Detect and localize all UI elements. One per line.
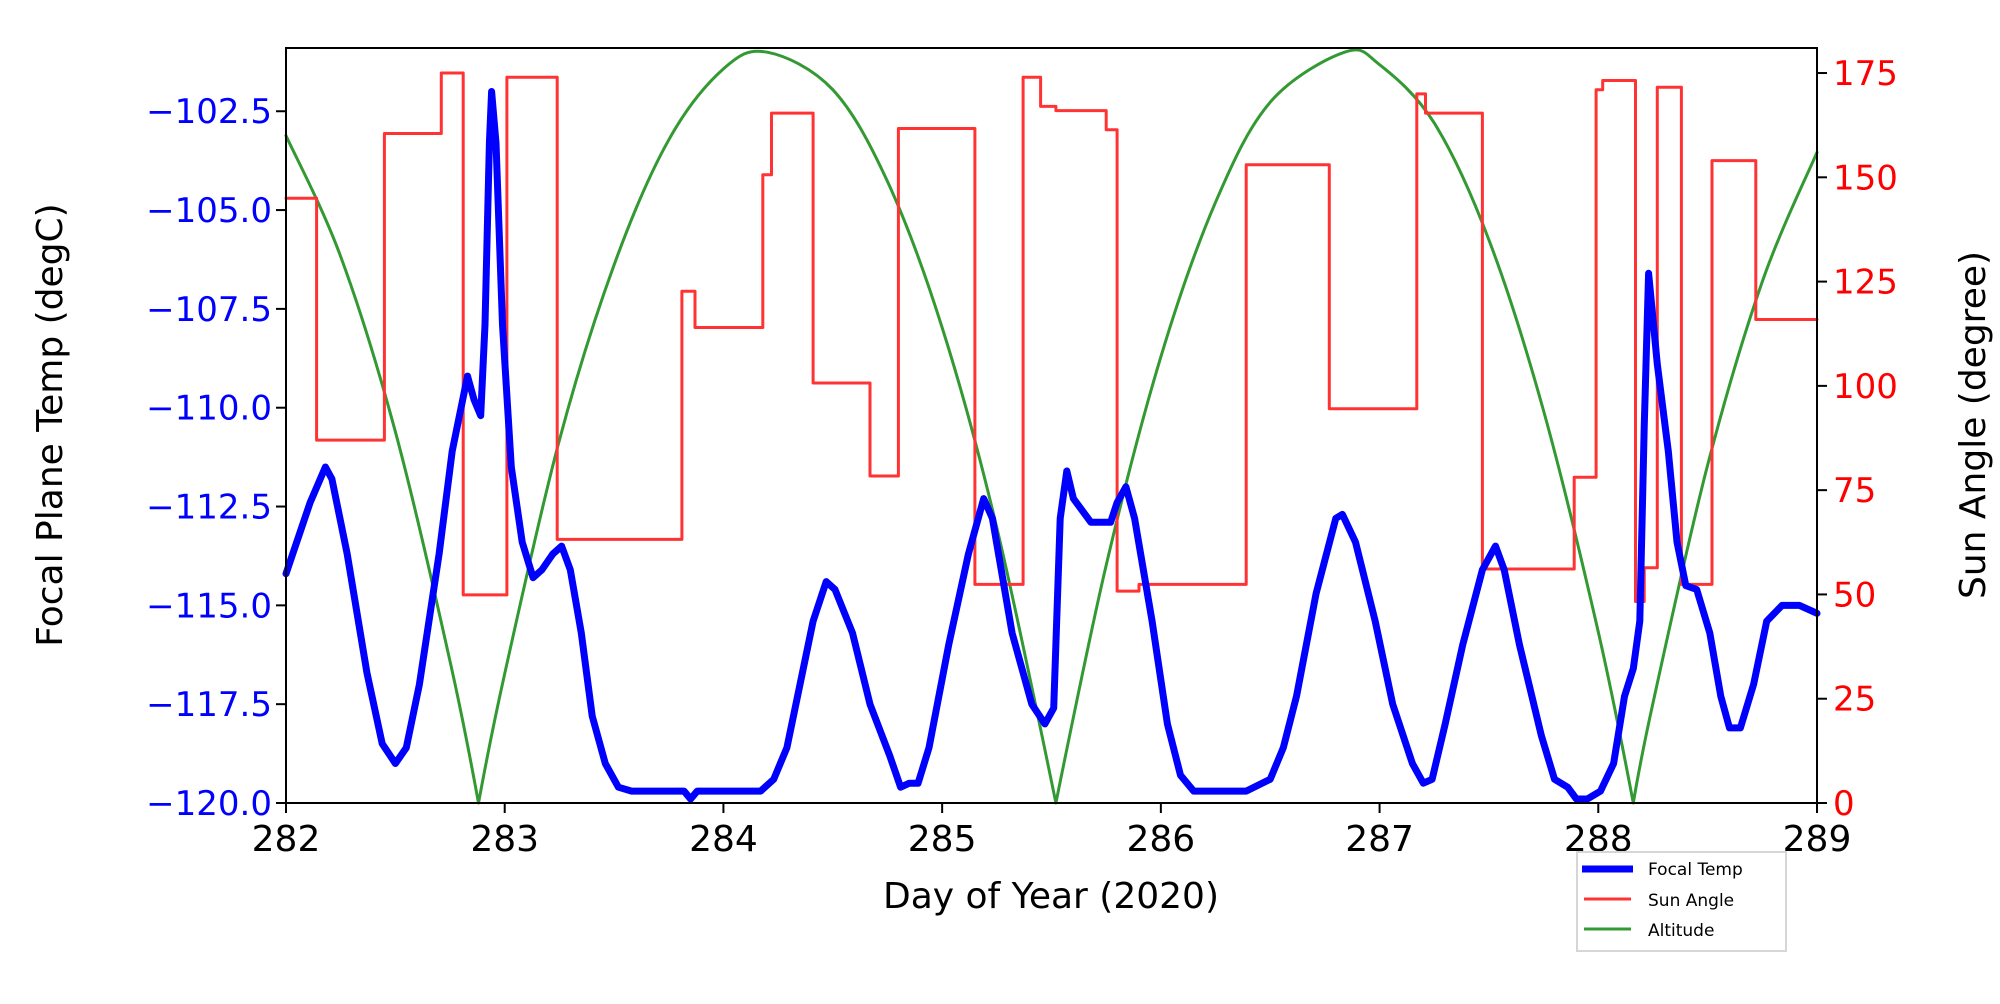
left-tick-label: −102.5 (146, 92, 272, 132)
left-tick-label: −107.5 (146, 290, 272, 330)
legend-label-focal-temp: Focal Temp (1648, 860, 1743, 880)
x-tick-label: 283 (470, 819, 539, 860)
x-tick-label: 289 (1783, 819, 1852, 860)
left-tick-label: −117.5 (146, 685, 272, 725)
left-tick-label: −105.0 (146, 191, 272, 231)
right-tick-label: 100 (1833, 367, 1898, 407)
right-tick-label: 175 (1833, 54, 1898, 94)
right-tick-label: 0 (1833, 784, 1855, 824)
x-tick-label: 286 (1126, 819, 1195, 860)
left-y-axis-label: Focal Plane Temp (degC) (30, 203, 71, 646)
right-y-axis: 0 25 50 75 100 125 150 175 (1817, 54, 1898, 824)
right-tick-label: 50 (1833, 575, 1876, 615)
left-tick-label: −115.0 (146, 586, 272, 626)
x-axis-label: Day of Year (2020) (883, 876, 1219, 917)
right-tick-label: 150 (1833, 158, 1898, 198)
x-tick-label: 287 (1345, 819, 1414, 860)
x-tick-label: 282 (252, 819, 321, 860)
right-tick-label: 25 (1833, 680, 1876, 720)
legend-label-altitude: Altitude (1648, 921, 1714, 941)
left-tick-label: −120.0 (146, 784, 272, 824)
x-tick-label: 285 (908, 819, 977, 860)
focal-temp-line (282, 88, 1821, 803)
right-tick-label: 75 (1833, 471, 1876, 511)
left-y-axis: −120.0 −117.5 −115.0 −112.5 −110.0 −107.5 −105… (146, 92, 286, 824)
left-tick-label: −110.0 (146, 389, 272, 429)
legend: Focal Temp Sun Angle Altitude (1576, 851, 1787, 952)
left-tick-label: −112.5 (146, 488, 272, 528)
x-tick-label: 284 (689, 819, 758, 860)
right-tick-label: 125 (1833, 263, 1898, 303)
plot-frame (285, 47, 1818, 804)
x-axis: 282 283 284 285 286 287 288 289 (252, 803, 1852, 860)
series-layer (282, 48, 1821, 805)
sun-angle-line (284, 71, 1819, 603)
legend-label-sun-angle: Sun Angle (1648, 891, 1734, 911)
right-y-axis-label: Sun Angle (degree) (1953, 251, 1994, 599)
